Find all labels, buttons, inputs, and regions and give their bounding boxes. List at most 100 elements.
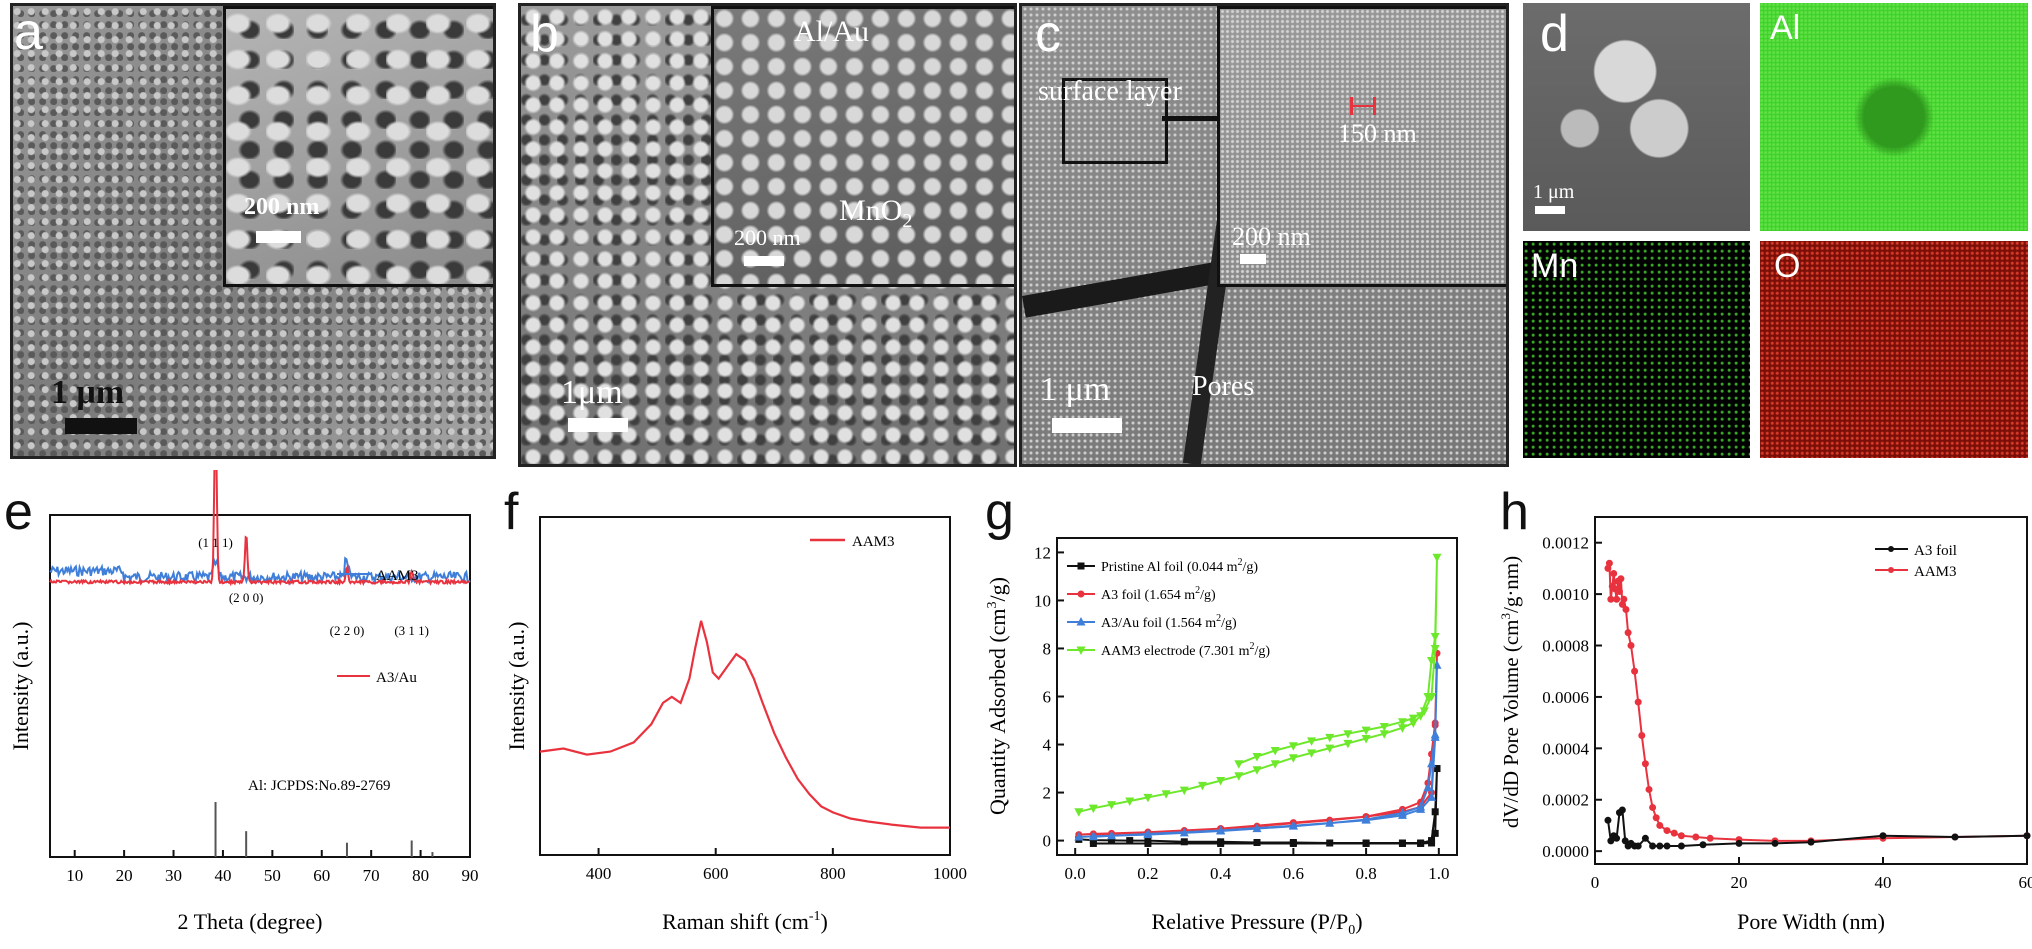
series-marker-h-1 bbox=[1634, 698, 1642, 706]
series-marker-h-0 bbox=[1699, 841, 1707, 849]
panel-label-c: c bbox=[1035, 5, 1061, 63]
series-marker-g-3 bbox=[1107, 801, 1117, 810]
chart-h-ytick-label: 0.0004 bbox=[1542, 739, 1589, 758]
series-marker-g-3 bbox=[1379, 723, 1389, 732]
series-marker-g-2 bbox=[1397, 810, 1407, 819]
ylabel-f: Intensity (a.u.) bbox=[504, 622, 529, 751]
chart-h-xtick-label: 20 bbox=[1731, 873, 1748, 892]
xlabel-g-end: ) bbox=[1355, 909, 1362, 934]
xlabel-e: 2 Theta (degree) bbox=[178, 909, 323, 934]
series-marker-g-3 bbox=[1397, 724, 1407, 733]
series-marker-h-0 bbox=[1607, 837, 1615, 845]
series-marker-h-0 bbox=[1613, 834, 1621, 842]
chart-e: 10 20 30 40 50 60 70 80 90 (1 1 1) (2 0 0) (2 2 0)… bbox=[8, 470, 479, 934]
legend-aam3-h-text: AAM3 bbox=[1914, 564, 1957, 580]
series-marker-h-1 bbox=[1649, 803, 1657, 811]
series-line-h-1 bbox=[1607, 563, 2028, 842]
chart-f-xtick-label: 400 bbox=[586, 864, 612, 883]
series-marker-h-1 bbox=[1645, 785, 1653, 793]
series-marker-g-2 bbox=[1430, 732, 1440, 741]
legend-a3au-text: A3/Au bbox=[376, 670, 417, 686]
size-marker-c bbox=[1350, 97, 1376, 115]
series-marker-g-3 bbox=[1307, 749, 1317, 758]
chart-h: 0 20 40 60 0.0000 0.0002 0.0004 0.0006 0.0008 0.0… bbox=[1500, 516, 2032, 934]
xlabel-f-text: Raman shift (cm bbox=[662, 909, 809, 934]
series-marker-h-1 bbox=[1613, 595, 1621, 603]
ylabel-h: dV/dD Pore Volume (cm3/g·nm) bbox=[1500, 556, 1523, 828]
scale-bar-b bbox=[568, 418, 628, 432]
series-marker-h-0 bbox=[1807, 838, 1815, 846]
chart-g: 0.0 0.2 0.4 0.6 0.8 1.0 0 2 4 6 8 10 12 Pristine Al … bbox=[985, 537, 1458, 938]
reference-label-e: Al: JCPDS:No.89-2769 bbox=[248, 778, 391, 794]
map-o: O bbox=[1760, 241, 2028, 458]
map-mn: Mn bbox=[1523, 241, 1750, 458]
series-marker-g-3 bbox=[1197, 781, 1207, 791]
annot-mno2: MnO2 bbox=[839, 194, 912, 233]
legend-marker-g-3 bbox=[1076, 646, 1086, 655]
legend-text-g-0: Pristine Al foil (0.044 m2/g) bbox=[1101, 557, 1258, 575]
scale-bar-d bbox=[1535, 206, 1565, 214]
chart-g-xtick-label: 0.2 bbox=[1137, 864, 1158, 883]
inset-scale-text-b: 200 nm bbox=[734, 225, 801, 250]
ylabel-g: Quantity Adsorbed (cm3/g) bbox=[985, 577, 1010, 815]
series-marker-g-3 bbox=[1325, 744, 1335, 754]
inset-a: 200 nm bbox=[223, 6, 493, 287]
series-marker-g-0 bbox=[1431, 808, 1439, 816]
series-marker-g-3 bbox=[1179, 786, 1189, 796]
chart-e-xtick-label: 30 bbox=[165, 866, 182, 885]
panel-label-b: b bbox=[530, 5, 559, 63]
sem-image-b: Al/Au MnO2 200 nm 1μm bbox=[518, 3, 1017, 467]
xlabel-f-end: ) bbox=[820, 909, 827, 934]
size-text-c: 150 nm bbox=[1338, 119, 1417, 148]
series-marker-g-2 bbox=[1416, 804, 1426, 813]
series-marker-h-1 bbox=[1622, 606, 1630, 614]
series-marker-g-3 bbox=[1343, 730, 1353, 739]
series-marker-g-2 bbox=[1179, 827, 1189, 837]
scale-bar-c bbox=[1052, 418, 1122, 433]
series-marker-h-1 bbox=[1617, 575, 1625, 583]
chart-g-ytick-label: 2 bbox=[1043, 784, 1052, 803]
series-marker-h-0 bbox=[1604, 816, 1612, 824]
series-marker-g-3 bbox=[1432, 553, 1442, 563]
scale-text-c: 1 μm bbox=[1040, 371, 1111, 408]
series-marker-g-3 bbox=[1252, 753, 1262, 762]
series-marker-h-1 bbox=[1641, 760, 1649, 768]
inset-scale-bar-b bbox=[744, 256, 784, 266]
series-marker-g-0 bbox=[1217, 839, 1225, 847]
sem-image-d: 1 μm bbox=[1523, 3, 1750, 231]
series-marker-g-3 bbox=[1397, 718, 1407, 727]
panel-label-e: e bbox=[4, 483, 33, 541]
panel-label-f: f bbox=[504, 483, 519, 541]
series-marker-g-0 bbox=[1362, 839, 1370, 847]
series-marker-g-0 bbox=[1428, 839, 1436, 847]
xlabel-g: Relative Pressure (P/P0) bbox=[1151, 909, 1362, 938]
series-marker-g-0 bbox=[1126, 837, 1134, 845]
chart-f-frame bbox=[539, 516, 951, 856]
series-marker-g-0 bbox=[1144, 839, 1152, 847]
scale-text-b: 1μm bbox=[561, 374, 623, 411]
series-marker-h-1 bbox=[1706, 834, 1714, 842]
series-marker-g-3 bbox=[1161, 790, 1171, 799]
series-marker-h-0 bbox=[1663, 842, 1671, 850]
series-marker-h-1 bbox=[1670, 829, 1678, 837]
chart-g-ytick-label: 8 bbox=[1043, 639, 1052, 658]
chart-g-xtick-label: 1.0 bbox=[1428, 864, 1449, 883]
chart-h-ytick-label: 0.0006 bbox=[1542, 688, 1589, 707]
inset-scale-bar-c bbox=[1240, 254, 1266, 264]
ylabel-h-text: dV/dD Pore Volume (cm bbox=[1500, 620, 1523, 829]
xlabel-h: Pore Width (nm) bbox=[1737, 909, 1885, 934]
series-marker-g-3 bbox=[1288, 742, 1298, 751]
xlabel-g-sub: 0 bbox=[1348, 923, 1355, 938]
chart-h-ytick-label: 0.0012 bbox=[1542, 534, 1589, 553]
series-marker-h-1 bbox=[1692, 833, 1700, 841]
series-marker-g-3 bbox=[1252, 766, 1262, 775]
series-line-g-1 bbox=[1078, 653, 1438, 836]
series-marker-g-3 bbox=[1427, 656, 1437, 666]
chart-e-xtick-label: 90 bbox=[462, 866, 479, 885]
series-marker-g-0 bbox=[1289, 839, 1297, 847]
series-marker-g-3 bbox=[1427, 693, 1437, 702]
series-marker-g-3 bbox=[1074, 808, 1084, 817]
legend-aam3-h-marker bbox=[1888, 567, 1894, 573]
series-marker-g-2 bbox=[1252, 823, 1262, 833]
chart-h-ytick-label: 0.0002 bbox=[1542, 791, 1589, 810]
